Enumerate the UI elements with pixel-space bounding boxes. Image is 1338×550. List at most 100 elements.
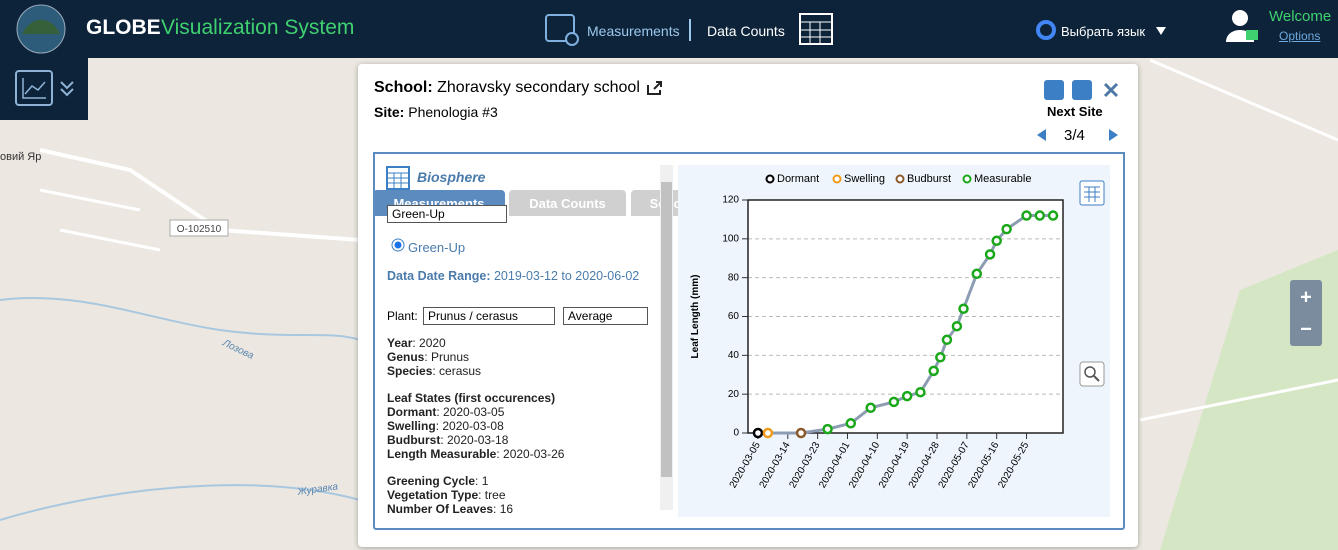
road-badge <box>169 219 229 237</box>
data-point <box>984 249 996 260</box>
open-school-icon[interactable] <box>646 80 664 96</box>
data-point <box>1047 210 1059 221</box>
zoom-button[interactable] <box>1079 361 1105 387</box>
biosphere-icon[interactable] <box>386 166 410 190</box>
field-value: : tree <box>478 488 506 502</box>
edit-button[interactable] <box>1072 80 1092 100</box>
nav-measurements[interactable]: Measurements <box>587 23 680 39</box>
options-link[interactable]: Options <box>1279 29 1321 43</box>
field-label: Number Of Leaves <box>387 502 494 516</box>
river <box>0 484 361 521</box>
measurements-icon[interactable] <box>544 11 580 47</box>
field-value: : 2020-03-05 <box>436 405 505 419</box>
field-label: Greening Cycle <box>387 474 476 488</box>
icon-shape <box>1093 375 1100 382</box>
school-label: School: <box>374 79 433 96</box>
date-range-value: 2019-03-12 to 2020-06-02 <box>493 269 640 283</box>
field-value: : 2020 <box>412 336 446 350</box>
share-button[interactable] <box>1044 80 1064 100</box>
data-point <box>915 386 926 398</box>
language-select[interactable]: Выбрать язык <box>1061 24 1146 39</box>
tab-content <box>373 152 1125 530</box>
field-row: Greening Cycle: 1 <box>387 474 513 488</box>
plant-fields: Year: 2020 Genus: Prunus Species: cerasus <box>387 336 481 378</box>
chart-toggle[interactable] <box>15 70 53 106</box>
site-line: Site: Phenologia #3 <box>374 104 498 120</box>
popup-actions <box>1044 80 1119 100</box>
y-tick-label: 0 <box>733 428 739 439</box>
next-site[interactable] <box>1105 127 1121 143</box>
icon-shape <box>545 14 575 42</box>
data-point <box>1034 210 1046 221</box>
field-value: : 16 <box>493 502 514 516</box>
legend-marker <box>832 174 842 184</box>
zoom-control[interactable] <box>1290 280 1322 346</box>
school-name: Zhoravsky secondary school <box>437 79 640 96</box>
field-row: Year: 2020 <box>387 336 481 350</box>
scroll-thumb[interactable] <box>661 182 672 477</box>
site-name: Phenologia #3 <box>408 104 498 120</box>
data-counts-icon[interactable] <box>798 10 838 48</box>
y-tick-label: 60 <box>728 311 740 322</box>
logo-land <box>22 19 60 34</box>
map-label: овий Яр <box>0 151 41 163</box>
y-tick-label: 80 <box>728 272 740 283</box>
icon-shape <box>1036 20 1056 40</box>
radio-label[interactable]: Green-Up <box>408 240 466 255</box>
icon-shape <box>1156 27 1166 35</box>
field-value: : 2020-03-08 <box>435 419 504 433</box>
y-tick-label: 20 <box>728 389 740 400</box>
y-tick-label: 100 <box>722 233 739 244</box>
field-row: Budburst: 2020-03-18 <box>387 433 564 447</box>
field-row: Number Of Leaves: 16 <box>387 502 513 516</box>
user-icon[interactable] <box>1224 8 1264 44</box>
prev-site[interactable] <box>1034 127 1050 143</box>
icon-shape <box>1109 129 1118 141</box>
date-range-label: Data Date Range: <box>387 269 491 283</box>
data-point <box>935 352 946 363</box>
date-range: Data Date Range: 2019-03-12 to 2020-06-0… <box>387 269 639 283</box>
road <box>39 148 361 242</box>
field-label: Species <box>387 364 433 378</box>
tab[interactable]: Data Counts <box>509 190 626 216</box>
field-value: : 2020-03-26 <box>496 447 565 461</box>
icon-shape <box>565 32 579 46</box>
field-row: Swelling: 2020-03-08 <box>387 419 564 433</box>
zoom-out[interactable]: − <box>1300 318 1312 340</box>
icon-shape <box>1037 129 1046 141</box>
data-point <box>795 427 807 439</box>
data-point <box>845 418 857 429</box>
stat-select[interactable]: Average <box>563 307 648 325</box>
nav-data-counts[interactable]: Data Counts <box>707 23 785 39</box>
plant-select[interactable]: Prunus / cerasus <box>423 307 555 325</box>
data-point <box>762 427 774 439</box>
legend-marker <box>895 174 905 184</box>
close-button[interactable] <box>1103 82 1119 98</box>
protocol-select[interactable]: Green-Up <box>387 205 507 223</box>
data-point <box>901 390 913 402</box>
river <box>0 297 361 341</box>
plant-label: Plant: <box>387 309 418 323</box>
data-point <box>958 303 969 314</box>
field-label: Vegetation Type <box>387 488 479 502</box>
google-icon <box>1036 20 1056 40</box>
table-button[interactable] <box>1079 180 1105 206</box>
brand: GLOBE <box>86 16 161 39</box>
radio[interactable] <box>391 238 405 252</box>
y-tick-label: 120 <box>722 195 739 206</box>
dropdown-arrow[interactable] <box>1156 27 1166 35</box>
field-value: : cerasus <box>432 364 482 378</box>
field-label: Swelling <box>387 419 436 433</box>
icon-shape <box>1232 10 1248 26</box>
field-row: Genus: Prunus <box>387 350 481 364</box>
data-point <box>752 427 764 439</box>
zoom-in[interactable]: + <box>1300 286 1312 308</box>
logo <box>16 4 66 54</box>
expand-icon[interactable] <box>60 81 74 97</box>
welcome: Welcome <box>1269 8 1332 25</box>
field-row: Dormant: 2020-03-05 <box>387 405 564 419</box>
extra-fields: Greening Cycle: 1 Vegetation Type: tree Nu… <box>387 474 513 516</box>
school-line: School: Zhoravsky secondary school <box>374 79 640 97</box>
site-label: Site: <box>374 104 405 120</box>
chart: 0204060801001202020-03-052020-03-142020-… <box>678 165 1110 517</box>
